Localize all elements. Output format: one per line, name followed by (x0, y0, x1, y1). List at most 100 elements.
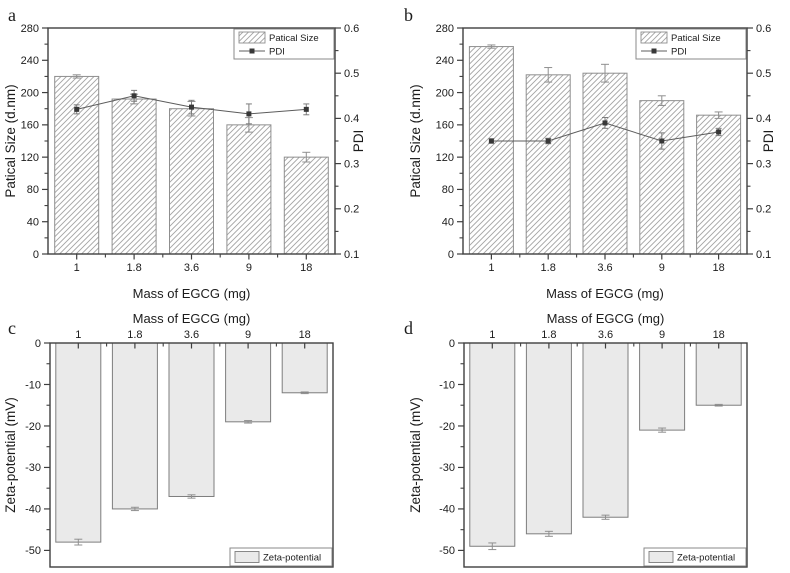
tick-label: 240 (21, 55, 39, 67)
panel-letter: b (404, 5, 413, 25)
bar-patical-size (283, 156, 329, 255)
x-axis-title: Mass of EGCG (mg) (133, 311, 251, 326)
panel-b-bars (468, 44, 742, 255)
panel-c-legend: Zeta-potential (229, 547, 333, 567)
tick-label: 0.5 (344, 68, 359, 80)
tick-label: -20 (25, 421, 41, 433)
panel-a-right-axis: 0.1 0.2 0.3 0.4 0.5 0.6 (335, 23, 359, 261)
category-label: 1.8 (126, 262, 141, 274)
panel-b-left-axis: 0 40 80 120 160 200 240 280 (436, 23, 463, 261)
right-axis-title: PDI (761, 130, 776, 153)
panel-d: 0 -10 -20 -30 -40 -50 1 1.8 3.6 9 18 Mass of EGCG (… (404, 311, 748, 568)
bar-patical-size (639, 100, 685, 255)
tick-label: -40 (25, 504, 41, 516)
error-bar (544, 530, 553, 537)
panel-b-pdi-line (488, 116, 722, 150)
category-label: 1 (75, 329, 81, 341)
bar-zeta-potential (168, 342, 215, 497)
panel-b-legend: Patical Size PDI (635, 28, 747, 60)
tick-label: 40 (27, 217, 39, 229)
legend-swatch-solid (234, 551, 260, 563)
category-label: 1 (488, 262, 494, 274)
panel-b-right-axis: 0.1 0.2 0.3 0.4 0.5 0.6 (747, 23, 771, 261)
tick-label: -20 (439, 421, 455, 433)
tick-label: 0 (449, 338, 455, 350)
category-label: 1.8 (127, 329, 142, 341)
tick-label: 280 (436, 23, 454, 35)
bar-zeta-potential (111, 342, 158, 510)
tick-label: -40 (439, 504, 455, 516)
bar-patical-size (696, 114, 742, 255)
category-label: 3.6 (184, 329, 199, 341)
pdi-marker (303, 106, 309, 112)
panel-d-x-axis: 1 1.8 3.6 9 18 (489, 329, 725, 349)
tick-label: 0.4 (756, 113, 771, 125)
category-label: 9 (246, 262, 252, 274)
tick-label: 0 (448, 249, 454, 261)
category-label: 1.8 (541, 262, 556, 274)
panel-letter: c (8, 318, 16, 338)
error-bar (601, 63, 609, 83)
legend-swatch-solid (648, 551, 674, 563)
tick-label: 40 (442, 217, 454, 229)
category-label: 9 (245, 329, 251, 341)
error-bar (130, 506, 139, 512)
tick-label: 200 (21, 87, 39, 99)
tick-label: 120 (21, 152, 39, 164)
tick-label: 160 (21, 120, 39, 132)
pdi-marker (131, 93, 137, 99)
pdi-marker (189, 104, 194, 110)
category-label: 18 (300, 262, 312, 274)
tick-label: -50 (25, 545, 41, 557)
legend-swatch-hatch (238, 31, 266, 44)
legend-label: Zeta-potential (263, 552, 321, 563)
error-bar (187, 494, 196, 499)
error-bar (488, 542, 497, 551)
category-label: 18 (713, 329, 725, 341)
panel-d-left-axis: 0 -10 -20 -30 -40 -50 (439, 338, 464, 557)
bar-zeta-potential (695, 342, 742, 406)
pdi-marker (488, 138, 494, 144)
bar-patical-size (226, 124, 272, 255)
panel-a-left-axis: 0 40 80 120 160 200 240 280 (21, 23, 48, 261)
tick-label: -10 (25, 379, 41, 391)
panel-a-pdi-line (73, 89, 310, 125)
bar-zeta-potential (55, 342, 102, 543)
panel-c-bars (55, 342, 328, 546)
error-bar (74, 538, 83, 546)
tick-label: 0.4 (344, 113, 359, 125)
legend-marker (249, 48, 255, 54)
tick-label: 0.6 (344, 23, 359, 35)
x-axis-title: Mass of EGCG (mg) (547, 311, 665, 326)
error-bar (714, 403, 723, 407)
pdi-marker (716, 129, 722, 135)
error-bar (72, 74, 81, 79)
pdi-marker (602, 120, 608, 126)
tick-label: -30 (25, 462, 41, 474)
tick-label: 80 (442, 184, 454, 196)
tick-label: -10 (439, 379, 455, 391)
legend-label: PDI (671, 46, 687, 57)
category-label: 1.8 (541, 329, 556, 341)
left-axis-title: Zeta-potential (mV) (3, 397, 18, 513)
panel-b-x-axis: 1 1.8 3.6 9 18 (488, 254, 725, 274)
legend-label: PDI (269, 46, 285, 57)
category-label: 3.6 (597, 262, 612, 274)
legend-swatch-hatch (640, 31, 668, 44)
bar-patical-size (525, 74, 571, 255)
pdi-marker (74, 106, 80, 112)
x-axis-title: Mass of EGCG (mg) (133, 286, 251, 301)
error-bar (300, 391, 309, 395)
tick-label: 0.1 (344, 249, 359, 261)
error-bar (658, 427, 667, 433)
legend-label: Zeta-potential (677, 552, 735, 563)
pdi-marker (545, 138, 551, 144)
tick-label: -50 (439, 545, 455, 557)
error-bar (244, 420, 253, 424)
legend-label: Patical Size (671, 33, 721, 44)
panel-d-bars (469, 342, 742, 551)
error-bar (302, 151, 311, 163)
